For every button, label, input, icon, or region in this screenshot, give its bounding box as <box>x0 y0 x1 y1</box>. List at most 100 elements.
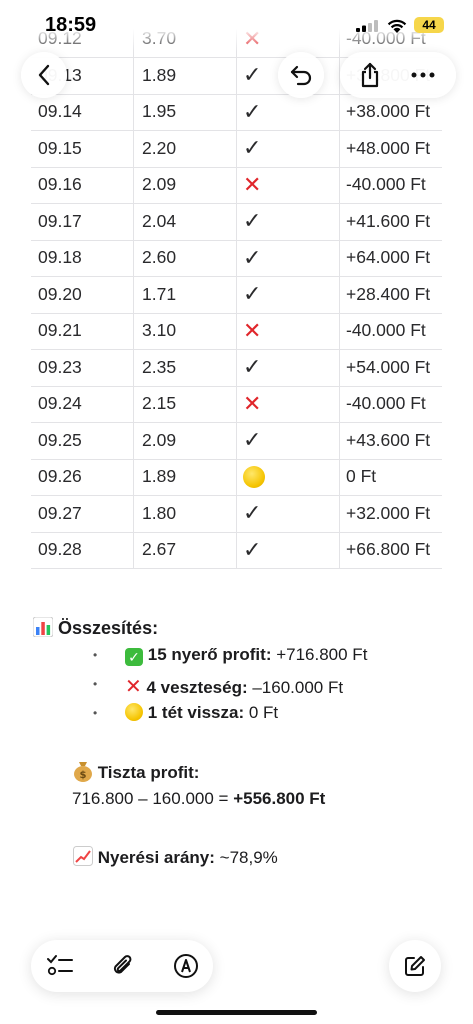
odds-cell: 2.09 <box>134 422 237 459</box>
date-cell: 09.18 <box>31 239 134 276</box>
result-cell: ✕ <box>237 385 340 422</box>
profit-cell: +41.600 Ft <box>346 210 431 231</box>
net-profit-calc: 716.800 – 160.000 = +556.800 Ft <box>72 789 325 809</box>
result-cell: ✓ <box>237 239 340 276</box>
checkmark-icon: ✓ <box>243 354 262 380</box>
more-button[interactable] <box>395 52 451 98</box>
actions-group <box>340 52 456 98</box>
checkmark-icon: ✓ <box>243 427 262 453</box>
odds-cell: 2.15 <box>134 385 237 422</box>
cross-mark-icon: ✕ <box>243 390 262 416</box>
table-row: 09.14 1.95 ✓ +38.000 Ft <box>31 93 442 131</box>
odds-cell: 3.10 <box>134 312 237 349</box>
result-cell: ✓ <box>237 93 340 130</box>
share-icon <box>361 62 379 88</box>
bullet-dot: • <box>93 648 98 662</box>
checkmark-icon: ✓ <box>243 244 262 270</box>
profit-cell: 0 Ft <box>346 466 377 487</box>
push-value: 0 Ft <box>244 703 279 722</box>
summary-item-push: 1 tét vissza: 0 Ft <box>125 703 278 723</box>
losses-value: –160.000 Ft <box>247 678 344 697</box>
profit-cell: +66.800 Ft <box>346 539 431 560</box>
cross-mark-icon: ✕ <box>243 171 262 197</box>
share-button[interactable] <box>345 52 395 98</box>
yellow-circle-emoji-icon <box>125 703 143 721</box>
result-cell: ✓ <box>237 422 340 459</box>
result-cell: ✓ <box>237 349 340 386</box>
undo-button[interactable] <box>278 52 324 98</box>
summary-item-losses: ✕ 4 veszteség: –160.000 Ft <box>125 674 343 699</box>
table-row: 09.20 1.71 ✓ +28.400 Ft <box>31 276 442 314</box>
result-cell: ✓ <box>237 495 340 532</box>
profit-cell: -40.000 Ft <box>346 174 426 195</box>
net-result-value: +556.800 Ft <box>233 789 326 808</box>
win-rate-line: Nyerési arány: ~78,9% <box>73 846 278 868</box>
date-cell: 09.23 <box>31 349 134 386</box>
profit-cell: +38.000 Ft <box>346 101 431 122</box>
odds-cell: 2.60 <box>134 239 237 276</box>
table-row: 09.21 3.10 ✕ -40.000 Ft <box>31 312 442 350</box>
summary-item-wins: ✓ 15 nyerő profit: +716.800 Ft <box>125 645 367 666</box>
table-row: 09.25 2.09 ✓ +43.600 Ft <box>31 422 442 460</box>
profit-cell: +64.000 Ft <box>346 247 431 268</box>
profit-cell: -40.000 Ft <box>346 320 426 341</box>
checkmark-icon: ✓ <box>243 500 262 526</box>
profit-cell: +43.600 Ft <box>346 429 431 450</box>
checkmark-icon: ✓ <box>243 281 262 307</box>
odds-cell: 2.09 <box>134 166 237 203</box>
more-dots-icon <box>411 72 435 78</box>
odds-cell: 2.20 <box>134 130 237 167</box>
losses-label: 4 veszteség: <box>146 678 248 697</box>
date-cell: 09.26 <box>31 458 134 495</box>
undo-icon <box>290 65 312 86</box>
markup-button[interactable] <box>173 953 199 979</box>
odds-cell: 2.67 <box>134 531 237 568</box>
bullet-dot: • <box>93 677 98 691</box>
checklist-button[interactable] <box>47 953 73 979</box>
odds-cell: 2.35 <box>134 349 237 386</box>
bottom-toolbar <box>31 940 213 992</box>
profit-cell: +28.400 Ft <box>346 283 431 304</box>
pen-circle-icon <box>174 954 198 978</box>
result-cell: ✓ <box>237 531 340 568</box>
cellular-signal-icon <box>356 20 378 32</box>
checkmark-icon: ✓ <box>243 98 262 124</box>
new-note-button[interactable] <box>389 940 441 992</box>
result-cell <box>237 458 340 495</box>
summary-heading: Összesítés: <box>32 616 158 639</box>
svg-text:$: $ <box>80 770 87 781</box>
date-cell: 09.21 <box>31 312 134 349</box>
result-cell: ✓ <box>237 276 340 313</box>
odds-cell: 1.71 <box>134 276 237 313</box>
date-cell: 09.28 <box>31 531 134 568</box>
cross-mark-icon: ✕ <box>243 317 262 343</box>
back-button[interactable] <box>21 52 67 98</box>
profit-cell: +32.000 Ft <box>346 502 431 523</box>
odds-cell: 1.89 <box>134 57 237 94</box>
result-cell: ✓ <box>237 130 340 167</box>
profit-cell: +48.000 Ft <box>346 137 431 158</box>
checkmark-icon: ✓ <box>243 135 262 161</box>
profit-cell: +54.000 Ft <box>346 356 431 377</box>
odds-cell: 1.80 <box>134 495 237 532</box>
date-cell: 09.27 <box>31 495 134 532</box>
win-rate-label: Nyerési arány: <box>97 848 215 867</box>
table-row: 09.18 2.60 ✓ +64.000 Ft <box>31 239 442 277</box>
paperclip-icon <box>113 955 132 974</box>
compose-icon <box>405 956 425 976</box>
status-bar: 18:59 44 <box>0 0 473 52</box>
date-cell: 09.25 <box>31 422 134 459</box>
wins-value: +716.800 Ft <box>271 645 368 664</box>
push-label: 1 tét vissza: <box>147 703 245 722</box>
result-cell: ✓ <box>237 203 340 240</box>
wifi-icon <box>387 19 407 33</box>
table-row: 09.23 2.35 ✓ +54.000 Ft <box>31 349 442 387</box>
bar-chart-icon <box>32 616 54 638</box>
status-time: 18:59 <box>45 14 97 36</box>
net-profit-heading: $ Tiszta profit: <box>73 760 199 783</box>
home-indicator[interactable] <box>156 1010 317 1015</box>
cross-emoji-icon: ✕ <box>125 676 142 698</box>
attachment-button[interactable] <box>110 953 136 979</box>
yellow-circle-icon <box>243 465 265 488</box>
date-cell: 09.14 <box>31 93 134 130</box>
